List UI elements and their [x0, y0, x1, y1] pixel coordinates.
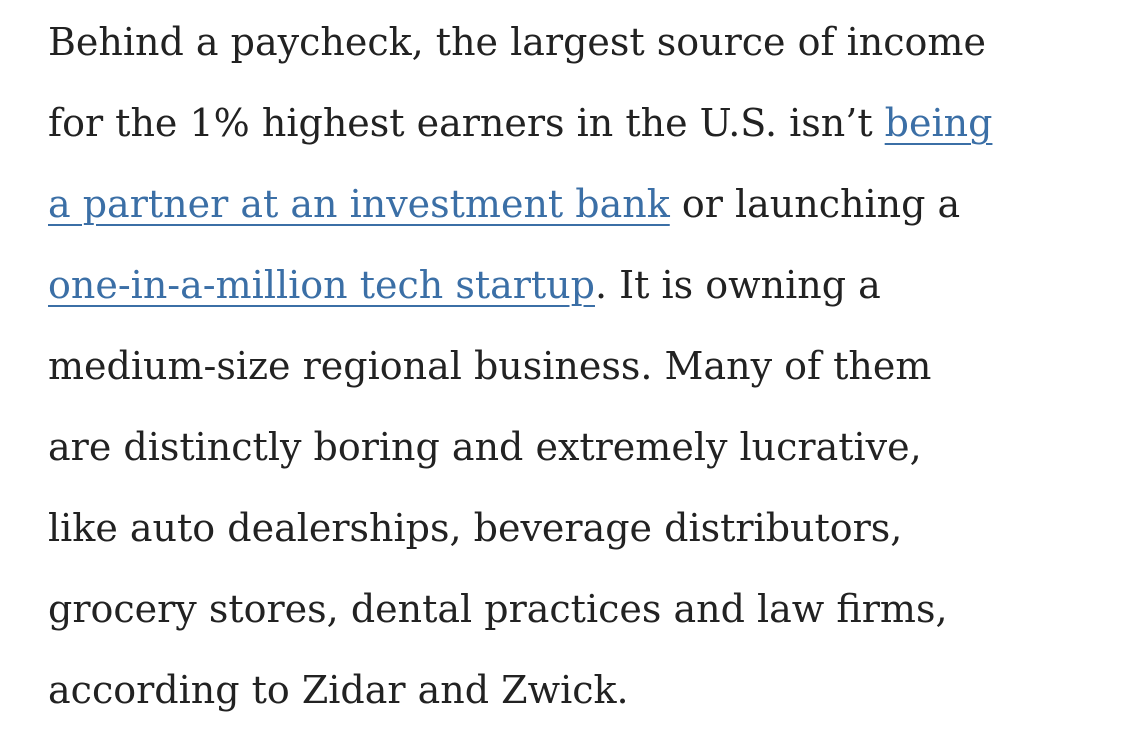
- inline-link[interactable]: being: [884, 101, 993, 145]
- body-text: grocery stores, dental practices and law…: [48, 587, 948, 631]
- text-line: grocery stores, dental practices and law…: [48, 569, 992, 650]
- body-text: are distinctly boring and extremely lucr…: [48, 425, 922, 469]
- inline-link[interactable]: a partner at an investment bank: [48, 182, 670, 226]
- text-line: medium-size regional business. Many of t…: [48, 326, 992, 407]
- body-text: or launching a: [669, 182, 961, 226]
- body-text: according to Zidar and Zwick.: [48, 668, 629, 712]
- text-line: one-in-a-million tech startup. It is own…: [48, 245, 992, 326]
- body-text: for the 1% highest earners in the U.S. i…: [48, 101, 885, 145]
- text-line: a partner at an investment bank or launc…: [48, 164, 992, 245]
- text-line: like auto dealerships, beverage distribu…: [48, 488, 992, 569]
- body-text: . It is owning a: [594, 263, 881, 307]
- text-line: are distinctly boring and extremely lucr…: [48, 407, 992, 488]
- inline-link[interactable]: one-in-a-million tech startup: [48, 263, 595, 307]
- text-line: Behind a paycheck, the largest source of…: [48, 2, 992, 83]
- text-line: for the 1% highest earners in the U.S. i…: [48, 83, 992, 164]
- body-text: like auto dealerships, beverage distribu…: [48, 506, 903, 550]
- article-paragraph: Behind a paycheck, the largest source of…: [48, 2, 992, 731]
- body-text: Behind a paycheck, the largest source of…: [48, 20, 986, 64]
- text-line: according to Zidar and Zwick.: [48, 650, 992, 731]
- body-text: medium-size regional business. Many of t…: [48, 344, 932, 388]
